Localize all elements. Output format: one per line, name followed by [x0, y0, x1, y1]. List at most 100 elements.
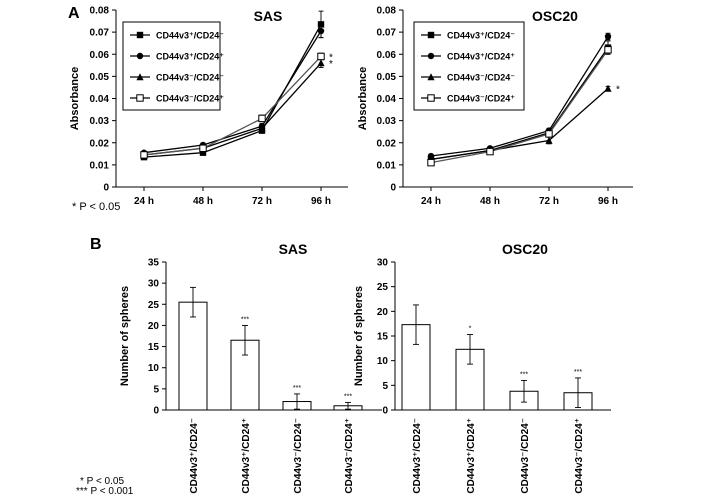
y-tick-label: 0.02	[90, 138, 110, 149]
data-point	[427, 158, 435, 167]
legend-label: CD44v3⁻/CD24⁻	[156, 73, 224, 83]
legend-marker	[136, 31, 144, 39]
series-line	[143, 56, 322, 156]
data-point	[486, 147, 494, 156]
significance-mark: ***	[344, 393, 352, 400]
footnote-a: * P < 0.05	[72, 201, 120, 213]
y-tick-label: 0.06	[377, 50, 397, 61]
legend-label: CD44v3⁻/CD24⁺	[156, 94, 224, 104]
significance-mark: ***	[574, 369, 582, 376]
y-tick-label: 15	[377, 332, 389, 343]
x-tick-label: CD44v3⁺/CD24⁻	[189, 418, 200, 494]
x-tick-label: 96 h	[311, 196, 331, 207]
y-tick-label: 30	[377, 258, 389, 269]
significance-mark: *	[616, 85, 620, 96]
y-axis-label: Number of spheres	[353, 286, 365, 386]
legend-label: CD44v3⁺/CD24⁺	[156, 52, 224, 62]
y-tick-label: 0.05	[90, 72, 110, 83]
data-point	[604, 46, 612, 54]
panel-b-label: B	[90, 236, 102, 253]
y-tick-label: 25	[148, 300, 160, 311]
x-tick-label: 72 h	[252, 196, 272, 207]
legend-label: CD44v3⁻/CD24⁻	[447, 73, 515, 83]
legend-label: CD44v3⁺/CD24⁺	[447, 52, 515, 62]
data-point	[545, 136, 553, 144]
x-tick-label: CD44v3⁺/CD24⁺	[241, 418, 252, 494]
chart-title: SAS	[254, 8, 283, 24]
chart-title: OSC20	[532, 8, 578, 24]
x-tick-label: 72 h	[539, 196, 559, 207]
chart-title: OSC20	[502, 241, 548, 257]
y-tick-label: 20	[377, 307, 389, 318]
x-tick-label: CD44v3⁻/CD24⁺	[574, 418, 585, 494]
y-tick-label: 10	[148, 363, 160, 374]
x-tick-label: 24 h	[421, 196, 441, 207]
data-point	[258, 124, 266, 132]
y-axis-label: Absorbance	[69, 67, 81, 131]
x-tick-label: CD44v3⁺/CD24⁺	[466, 418, 477, 494]
y-tick-label: 0.07	[377, 28, 397, 39]
legend-marker	[136, 73, 144, 81]
y-tick-label: 0	[390, 183, 396, 194]
significance-mark: *	[329, 59, 333, 70]
x-tick-label: 96 h	[598, 196, 618, 207]
footnote-b-line-2: *** P < 0.001	[76, 486, 134, 496]
legend-label: CD44v3⁺/CD24⁻	[156, 31, 224, 41]
y-tick-label: 10	[377, 356, 389, 367]
panel-a-label: A	[68, 5, 80, 22]
y-tick-label: 0	[103, 183, 109, 194]
bar	[178, 301, 208, 411]
data-point	[140, 151, 148, 159]
line-chart-0: 0 0.01 0.02 0.03 0.04 0.05 0.06 0.07 0.08 SAS Abso…	[69, 6, 348, 207]
x-tick-label: CD44v3⁺/CD24⁻	[412, 418, 423, 494]
data-point	[604, 33, 612, 40]
y-tick-label: 25	[377, 282, 389, 293]
y-tick-label: 0.08	[90, 6, 110, 17]
y-tick-label: 5	[153, 384, 159, 395]
x-tick-label: 48 h	[480, 196, 500, 207]
y-tick-label: 35	[148, 258, 160, 269]
legend-label: CD44v3⁻/CD24⁺	[447, 94, 515, 104]
significance-mark: ***	[241, 316, 249, 323]
y-tick-label: 0.02	[377, 138, 397, 149]
y-tick-label: 0.07	[90, 28, 110, 39]
data-point	[199, 149, 207, 156]
series-3	[427, 44, 612, 167]
x-tick-label: 48 h	[193, 196, 213, 207]
legend-marker	[427, 94, 435, 102]
series-line	[430, 88, 609, 160]
x-tick-label: CD44v3⁻/CD24⁺	[344, 418, 355, 494]
bar-chart-3: 0 5 10 15 20 25 30 OSC20 Number of spheres CD44v3…	[353, 241, 611, 494]
y-tick-label: 0.06	[90, 50, 110, 61]
charts: 0 0.01 0.02 0.03 0.04 0.05 0.06 0.07 0.08 SAS Abso…	[69, 6, 633, 494]
y-tick-label: 0.04	[90, 94, 110, 105]
legend-marker	[136, 52, 144, 60]
y-tick-label: 0.01	[377, 160, 397, 171]
y-axis-label: Number of spheres	[119, 286, 131, 386]
significance-mark: ***	[520, 371, 528, 378]
data-point	[545, 130, 553, 138]
line-chart-1: 0 0.01 0.02 0.03 0.04 0.05 0.06 0.07 0.08 OSC20 Ab…	[357, 6, 633, 207]
y-tick-label: 0	[153, 406, 159, 417]
legend-marker	[136, 94, 144, 102]
legend: CD44v3⁺/CD24⁻ CD44v3⁺/CD24⁺ CD44v3⁻/CD24⁻ C…	[413, 21, 525, 111]
y-tick-label: 15	[148, 342, 160, 353]
legend-label: CD44v3⁺/CD24⁻	[447, 31, 515, 41]
y-tick-label: 30	[148, 279, 160, 290]
legend: CD44v3⁺/CD24⁻ CD44v3⁺/CD24⁺ CD44v3⁻/CD24⁻ C…	[122, 21, 224, 111]
y-tick-label: 0.04	[377, 94, 397, 105]
significance-mark: ***	[293, 385, 301, 392]
legend-marker	[427, 31, 435, 39]
significance-mark: *	[469, 326, 472, 333]
data-point	[317, 27, 325, 35]
data-point	[317, 52, 325, 61]
x-tick-label: 24 h	[134, 196, 154, 207]
series-3: *	[140, 52, 333, 159]
footnote-b-line-1: * P < 0.05	[80, 476, 124, 487]
x-tick-label: CD44v3⁻/CD24⁻	[293, 418, 304, 494]
chart-title: SAS	[279, 241, 308, 257]
y-tick-label: 0.05	[377, 72, 397, 83]
series-line	[430, 36, 609, 157]
data-point	[258, 114, 266, 123]
